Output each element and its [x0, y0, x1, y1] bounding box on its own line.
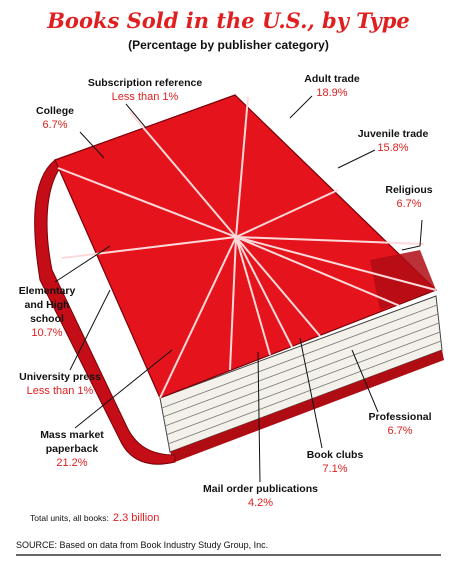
leader-lines [54, 95, 423, 483]
slice-divider [129, 111, 237, 238]
slice-label-juvenile-trade: Juvenile trade 15.8% [357, 128, 429, 154]
book-back-cover [170, 350, 444, 462]
slice-label-professional: Professional 6.7% [368, 411, 432, 437]
leader-line [79, 131, 105, 159]
slice-label-book-clubs: Book clubs 7.1% [306, 449, 364, 475]
chart-title: Books Sold in the U.S., by Type [47, 8, 410, 33]
slice-label-university-press: University press Less than 1% [19, 371, 101, 397]
slice-divider [159, 236, 237, 399]
slice-label-religious: Religious 6.7% [385, 184, 433, 210]
slice-divider [235, 236, 321, 337]
slice-divider [235, 189, 339, 238]
slice-label-subscription-reference: Subscription reference Less than 1% [87, 77, 203, 103]
cover-shade [370, 250, 436, 310]
slice-divider [235, 236, 425, 245]
source-note: SOURCE: Based on data from Book Industry… [16, 540, 441, 556]
slice-divider [235, 236, 271, 356]
slice-label-mass-market: Mass market paperback 21.2% [40, 429, 104, 469]
slice-divider [235, 96, 249, 238]
leader-line [401, 219, 423, 251]
leader-line [337, 149, 376, 169]
slice-divider [229, 236, 237, 371]
slice-divider [235, 236, 293, 348]
leader-line [351, 349, 379, 413]
leader-line [69, 289, 111, 371]
total-value: 2.3 billion [112, 512, 160, 524]
leader-line [289, 95, 313, 119]
slice-divider [61, 236, 237, 259]
leader-line [299, 337, 323, 449]
chart-subtitle: (Percentage by publisher category) [128, 38, 329, 52]
slice-dividers [57, 96, 437, 399]
leader-line [74, 349, 173, 429]
slice-divider [235, 236, 401, 307]
slice-label-mail-order: Mail order publications 4.2% [203, 483, 318, 509]
page-lines [161, 304, 442, 445]
total-units: Total units, all books: 2.3 billion [30, 512, 159, 524]
total-label: Total units, all books: [30, 513, 109, 523]
slice-label-elementary-high-school: Elementary and High school 10.7% [18, 285, 76, 339]
leader-line [54, 245, 111, 283]
leader-line [257, 351, 261, 483]
leader-line [125, 103, 147, 129]
slice-label-college: College 6.7% [36, 105, 74, 131]
slice-divider [235, 236, 437, 291]
slice-label-adult-trade: Adult trade 18.9% [304, 73, 360, 99]
slice-divider [57, 167, 237, 238]
book-spine [34, 159, 176, 465]
